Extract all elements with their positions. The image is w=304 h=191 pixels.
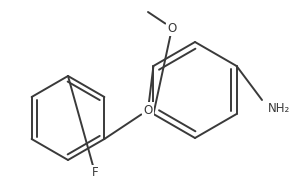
Text: F: F [92,167,98,180]
Text: O: O [168,22,177,35]
Text: O: O [143,104,153,117]
Text: NH₂: NH₂ [268,101,290,114]
